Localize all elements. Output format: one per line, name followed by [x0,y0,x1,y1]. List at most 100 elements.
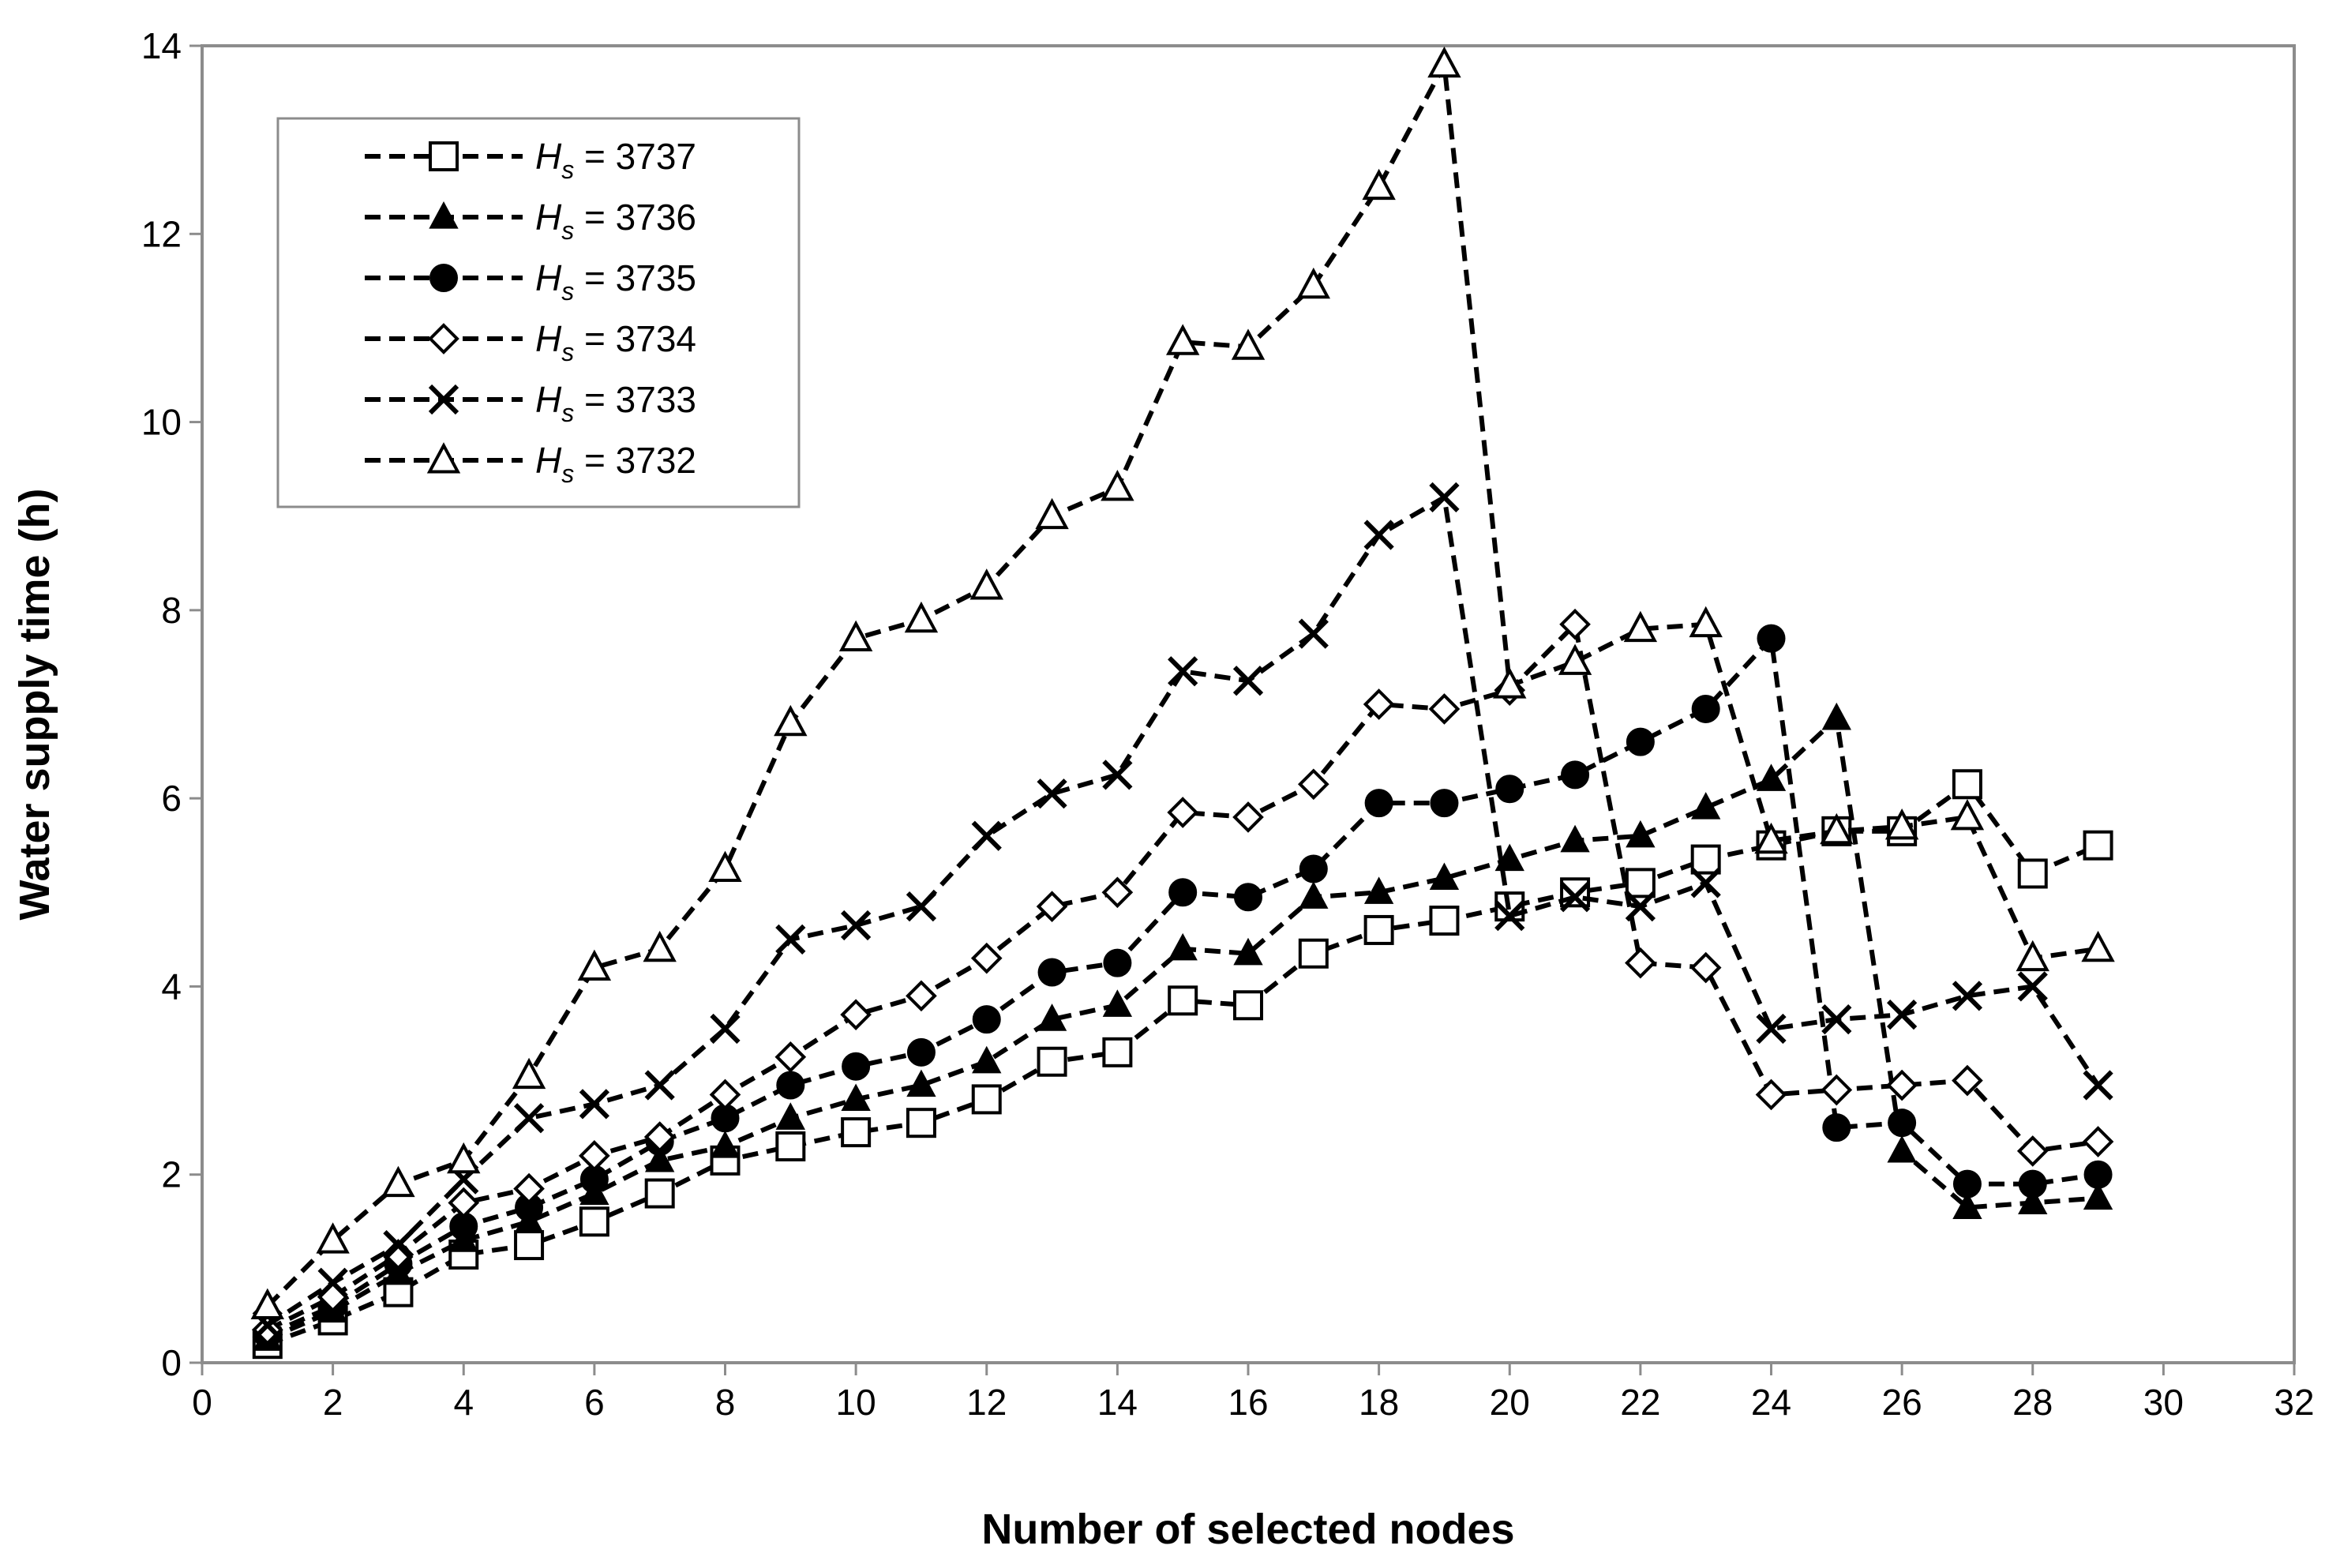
x-tick-label: 16 [1228,1382,1268,1423]
y-tick-label: 10 [141,402,182,443]
data-point-3735 [1691,694,1720,723]
x-tick-label: 18 [1359,1382,1399,1423]
x-marker-stroke [2083,1070,2113,1101]
y-tick-label: 2 [161,1154,182,1195]
x-marker-stroke [1037,778,1067,809]
series-3736 [253,702,2113,1351]
data-point-3732 [1362,168,1396,201]
data-point-3732 [447,1142,481,1174]
x-tick-label: 28 [2012,1382,2053,1423]
data-point-3732 [708,850,742,882]
data-point-3734 [1167,797,1199,828]
x-tick-label: 2 [323,1382,343,1423]
legend-entry-3735: Hs = 3735 [365,257,696,306]
data-point-3737 [971,1084,1002,1115]
data-point-3736 [1887,1135,1917,1163]
data-point-3735 [842,1052,871,1081]
legend-label: Hs = 3735 [535,257,696,306]
data-point-3736 [775,1102,805,1130]
data-point-3733 [1102,760,1133,790]
data-point-3734 [1036,891,1068,922]
legend-marker [428,384,459,415]
data-point-3733 [317,1267,348,1298]
y-tick-label: 12 [141,213,182,254]
data-point-3734 [1886,1069,1918,1101]
y-tick-label: 4 [161,966,182,1007]
data-point-3733 [383,1229,414,1261]
data-point-3736 [1233,937,1263,966]
x-tick-label: 32 [2274,1382,2314,1423]
x-tick-label: 8 [715,1382,736,1423]
data-point-3735 [906,1037,936,1067]
data-point-3732 [1101,470,1134,501]
data-point-3732 [577,949,612,981]
data-point-3734 [2082,1126,2114,1157]
y-tick-label: 6 [161,778,182,819]
data-point-3733 [906,891,937,922]
data-point-3732 [643,930,677,962]
data-point-3736 [1363,876,1394,904]
data-point-3735 [1299,854,1328,883]
x-tick-label: 6 [584,1382,605,1423]
data-point-3734 [1101,876,1134,909]
data-point-3734 [1363,688,1395,720]
data-point-3733 [644,1070,675,1101]
x-marker-stroke [841,910,872,941]
x-marker-stroke [1625,891,1656,922]
data-point-3734 [448,1187,480,1219]
legend-entry-3737: Hs = 3737 [365,136,696,184]
data-point-3737 [2083,830,2113,861]
data-point-3736 [1821,702,1851,730]
data-point-3737 [1298,938,1329,969]
x-tick-label: 10 [836,1382,876,1423]
data-point-3736 [2083,1182,2113,1210]
x-marker-stroke [644,1070,675,1101]
data-point-3732 [1820,812,1854,845]
data-point-3734 [1755,1078,1787,1111]
x-marker-stroke [1821,1004,1852,1035]
data-point-3735 [972,1005,1001,1034]
data-point-3732 [1165,324,1200,355]
data-point-3732 [1754,822,1788,854]
legend-label: Hs = 3732 [535,440,696,488]
x-marker-stroke [513,1103,545,1134]
data-point-3732 [1623,610,1658,643]
x-marker-stroke [428,384,459,415]
x-marker-stroke [1887,1000,1918,1030]
data-point-3733 [1363,520,1394,550]
x-marker-stroke [775,924,806,955]
data-point-3733 [1690,868,1721,898]
x-marker-stroke [906,891,937,922]
data-point-3737 [1625,868,1656,898]
legend-entry-3733: Hs = 3733 [365,379,696,427]
x-marker-stroke [383,1229,414,1261]
x-marker-stroke [1690,868,1721,898]
data-point-3735 [1757,624,1786,653]
data-point-3733 [841,910,872,941]
legend-label: Hs = 3733 [535,379,696,427]
series-layer [250,46,2115,1360]
series-line-3734 [266,619,2098,1332]
data-point-3735 [776,1071,805,1100]
data-point-3735 [1822,1113,1851,1142]
data-point-3736 [1560,824,1590,853]
legend-entry-3736: Hs = 3736 [365,197,696,245]
data-point-3733 [1232,666,1264,696]
y-tick-label: 14 [141,25,182,66]
data-point-3734 [513,1172,545,1205]
data-point-3732 [1231,328,1266,360]
legend-marker [429,141,459,171]
data-point-3733 [1625,891,1656,922]
data-point-3737 [1233,990,1263,1021]
x-marker-stroke [1102,760,1133,790]
data-point-3732 [381,1165,415,1198]
data-point-3734 [709,1078,741,1111]
x-marker-stroke [710,1013,741,1045]
x-tick-label: 0 [192,1382,212,1423]
x-marker-stroke [1952,981,1983,1011]
data-point-3736 [1299,881,1329,909]
legend-label: Hs = 3737 [535,136,696,184]
data-point-3734 [382,1239,414,1270]
data-point-3732 [2081,930,2115,962]
